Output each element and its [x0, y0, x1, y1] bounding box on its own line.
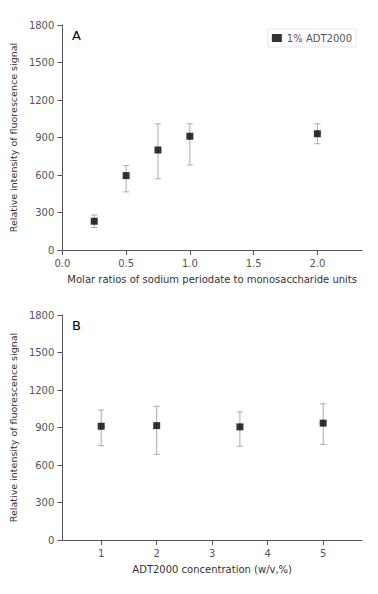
svg-text:1.0: 1.0: [182, 258, 198, 269]
svg-text:600: 600: [35, 170, 54, 181]
svg-text:Relative intensity of fluoresc: Relative intensity of fluorescence signa…: [8, 333, 19, 522]
svg-text:300: 300: [35, 207, 54, 218]
svg-text:900: 900: [35, 132, 54, 143]
svg-text:Molar ratios of sodium perioda: Molar ratios of sodium periodate to mono…: [67, 274, 357, 285]
svg-text:600: 600: [35, 460, 54, 471]
svg-text:A: A: [72, 28, 81, 43]
svg-text:1200: 1200: [29, 385, 54, 396]
svg-text:ADT2000 concentration (w/v,%): ADT2000 concentration (w/v,%): [132, 564, 292, 575]
svg-text:4: 4: [264, 548, 270, 559]
svg-text:1800: 1800: [29, 20, 54, 31]
svg-text:900: 900: [35, 422, 54, 433]
svg-text:0: 0: [48, 245, 54, 256]
svg-text:1.5: 1.5: [246, 258, 262, 269]
svg-text:1% ADT2000: 1% ADT2000: [287, 33, 352, 44]
svg-text:5: 5: [320, 548, 326, 559]
svg-text:Relative intensity of fluoresc: Relative intensity of fluorescence signa…: [8, 43, 19, 232]
svg-text:3: 3: [209, 548, 215, 559]
svg-text:0.5: 0.5: [118, 258, 134, 269]
svg-text:1500: 1500: [29, 347, 54, 358]
svg-text:B: B: [72, 318, 81, 333]
svg-text:1200: 1200: [29, 95, 54, 106]
svg-text:0: 0: [48, 535, 54, 546]
svg-text:300: 300: [35, 497, 54, 508]
svg-text:2: 2: [153, 548, 159, 559]
svg-text:2.0: 2.0: [309, 258, 325, 269]
svg-text:0.0: 0.0: [54, 258, 70, 269]
svg-text:1500: 1500: [29, 57, 54, 68]
svg-text:1: 1: [98, 548, 104, 559]
svg-text:1800: 1800: [29, 310, 54, 321]
